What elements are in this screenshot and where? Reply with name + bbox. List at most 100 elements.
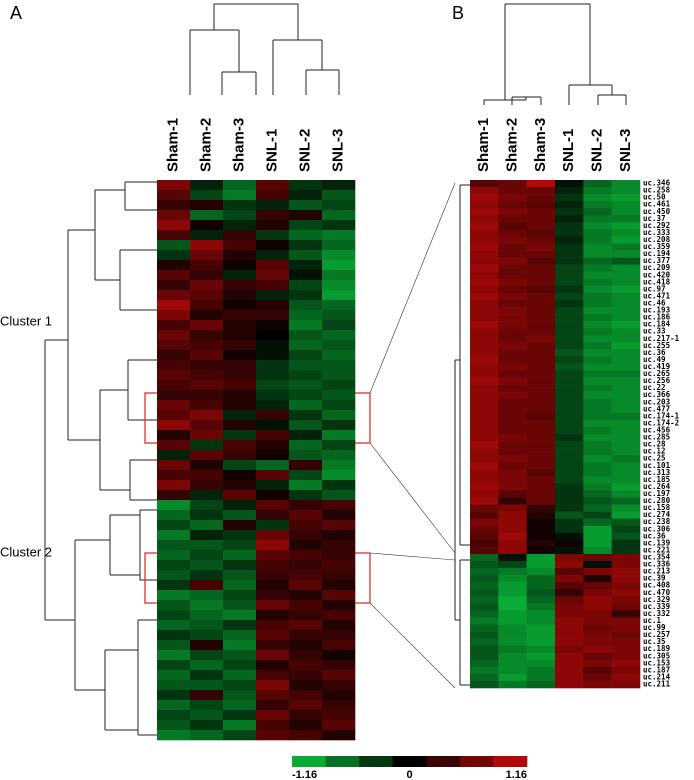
heatmap-cell	[470, 652, 499, 661]
heatmap-cell	[470, 610, 499, 618]
heatmap-cell	[322, 670, 356, 681]
heatmap-cell	[470, 349, 499, 357]
heatmap-cell	[555, 624, 584, 632]
heatmap-cell	[157, 590, 191, 601]
heatmap-cell	[470, 462, 499, 470]
heatmap-cell	[498, 342, 527, 350]
heatmap-cell	[470, 278, 499, 287]
heatmap-cell	[256, 720, 290, 731]
heatmap-cell	[583, 426, 612, 435]
heatmap-cell	[526, 208, 556, 216]
heatmap-cell	[526, 462, 556, 470]
heatmap-cell	[555, 222, 584, 230]
heatmap-cell	[583, 596, 612, 604]
heatmap-cell	[470, 476, 499, 484]
heatmap-cell	[611, 384, 641, 392]
heatmap-cell	[583, 278, 612, 287]
heatmap-cell	[611, 511, 641, 519]
heatmap-cell	[289, 500, 323, 511]
heatmap-cell	[526, 666, 556, 675]
heatmap-cell	[498, 405, 527, 414]
heatmap-cell	[256, 490, 290, 501]
panel-label: B	[452, 3, 464, 23]
heatmap-cell	[289, 710, 323, 721]
heatmap-cell	[583, 511, 612, 519]
heatmap-cell	[223, 650, 257, 661]
heatmap-cell	[223, 320, 257, 331]
heatmap-cell	[555, 645, 584, 654]
heatmap-cell	[583, 257, 612, 265]
column-label: Sham-2	[197, 118, 214, 172]
heatmap-cell	[611, 292, 641, 301]
heatmap-cell	[190, 390, 224, 401]
heatmap-cell	[555, 271, 584, 280]
heatmap-cell	[526, 546, 556, 555]
row-label: uc.49	[643, 355, 666, 364]
heatmap-cell	[526, 624, 556, 632]
heatmap-cell	[470, 553, 499, 562]
column-label: Sham-2	[503, 118, 520, 172]
heatmap-cell	[289, 580, 323, 591]
row-label: uc.306	[643, 524, 671, 533]
heatmap-cell	[611, 568, 641, 576]
heatmap-cell	[322, 730, 356, 741]
heatmap-cell	[256, 390, 290, 401]
heatmap-cell	[583, 645, 612, 654]
heatmap-cell	[526, 257, 556, 265]
heatmap-cell	[555, 652, 584, 661]
heatmap-cell	[526, 575, 556, 583]
heatmap-cell	[555, 666, 584, 675]
heatmap-cell	[555, 553, 584, 562]
heatmap-cell	[526, 412, 556, 421]
heatmap-cell	[526, 292, 556, 301]
heatmap-cell	[611, 271, 641, 280]
heatmap-cell	[555, 426, 584, 435]
row-label: uc.329	[643, 595, 671, 604]
heatmap-cell	[498, 568, 527, 576]
heatmap-cell	[555, 307, 584, 315]
heatmap-cell	[611, 426, 641, 435]
heatmap-cell	[190, 480, 224, 491]
heatmap-cell	[289, 360, 323, 371]
heatmap-cell	[223, 380, 257, 391]
heatmap-cell	[498, 208, 527, 216]
heatmap-cell	[322, 470, 356, 481]
heatmap-cell	[583, 419, 612, 428]
heatmap-cell	[526, 314, 556, 322]
heatmap-cell	[190, 340, 224, 351]
heatmap-cell	[526, 441, 556, 449]
heatmap-cell	[470, 680, 499, 689]
heatmap-cell	[526, 589, 556, 597]
heatmap-cell	[611, 363, 641, 371]
heatmap-cell	[470, 617, 499, 625]
heatmap-cell	[611, 603, 641, 611]
heatmap-cell	[322, 640, 356, 651]
row-label: uc.471	[643, 291, 671, 300]
heatmap-cell	[223, 240, 257, 251]
heatmap-cell	[223, 560, 257, 571]
row-label: uc.419	[643, 362, 671, 371]
column-label: SNL-1	[263, 129, 280, 172]
heatmap-cell	[498, 476, 527, 484]
heatmap-cell	[470, 511, 499, 519]
row-label: uc.99	[643, 623, 666, 632]
heatmap-cell	[190, 350, 224, 361]
heatmap-cell	[289, 260, 323, 271]
heatmap-cell	[611, 208, 641, 216]
heatmap-cell	[611, 222, 641, 230]
heatmap-cell	[256, 320, 290, 331]
heatmap-cell	[611, 645, 641, 654]
heatmap-cell	[583, 673, 612, 682]
row-label: uc.211	[643, 679, 671, 688]
heatmap-cell	[555, 370, 584, 378]
heatmap-cell	[322, 570, 356, 581]
heatmap-cell	[223, 470, 257, 481]
heatmap-cell	[583, 575, 612, 583]
heatmap-cell	[583, 589, 612, 597]
heatmap-cell	[611, 490, 641, 498]
heatmap-cell	[611, 582, 641, 590]
heatmap-cell	[470, 370, 499, 378]
heatmap-cell	[611, 455, 641, 463]
heatmap-cell	[289, 240, 323, 251]
heatmap-cell	[157, 290, 191, 301]
